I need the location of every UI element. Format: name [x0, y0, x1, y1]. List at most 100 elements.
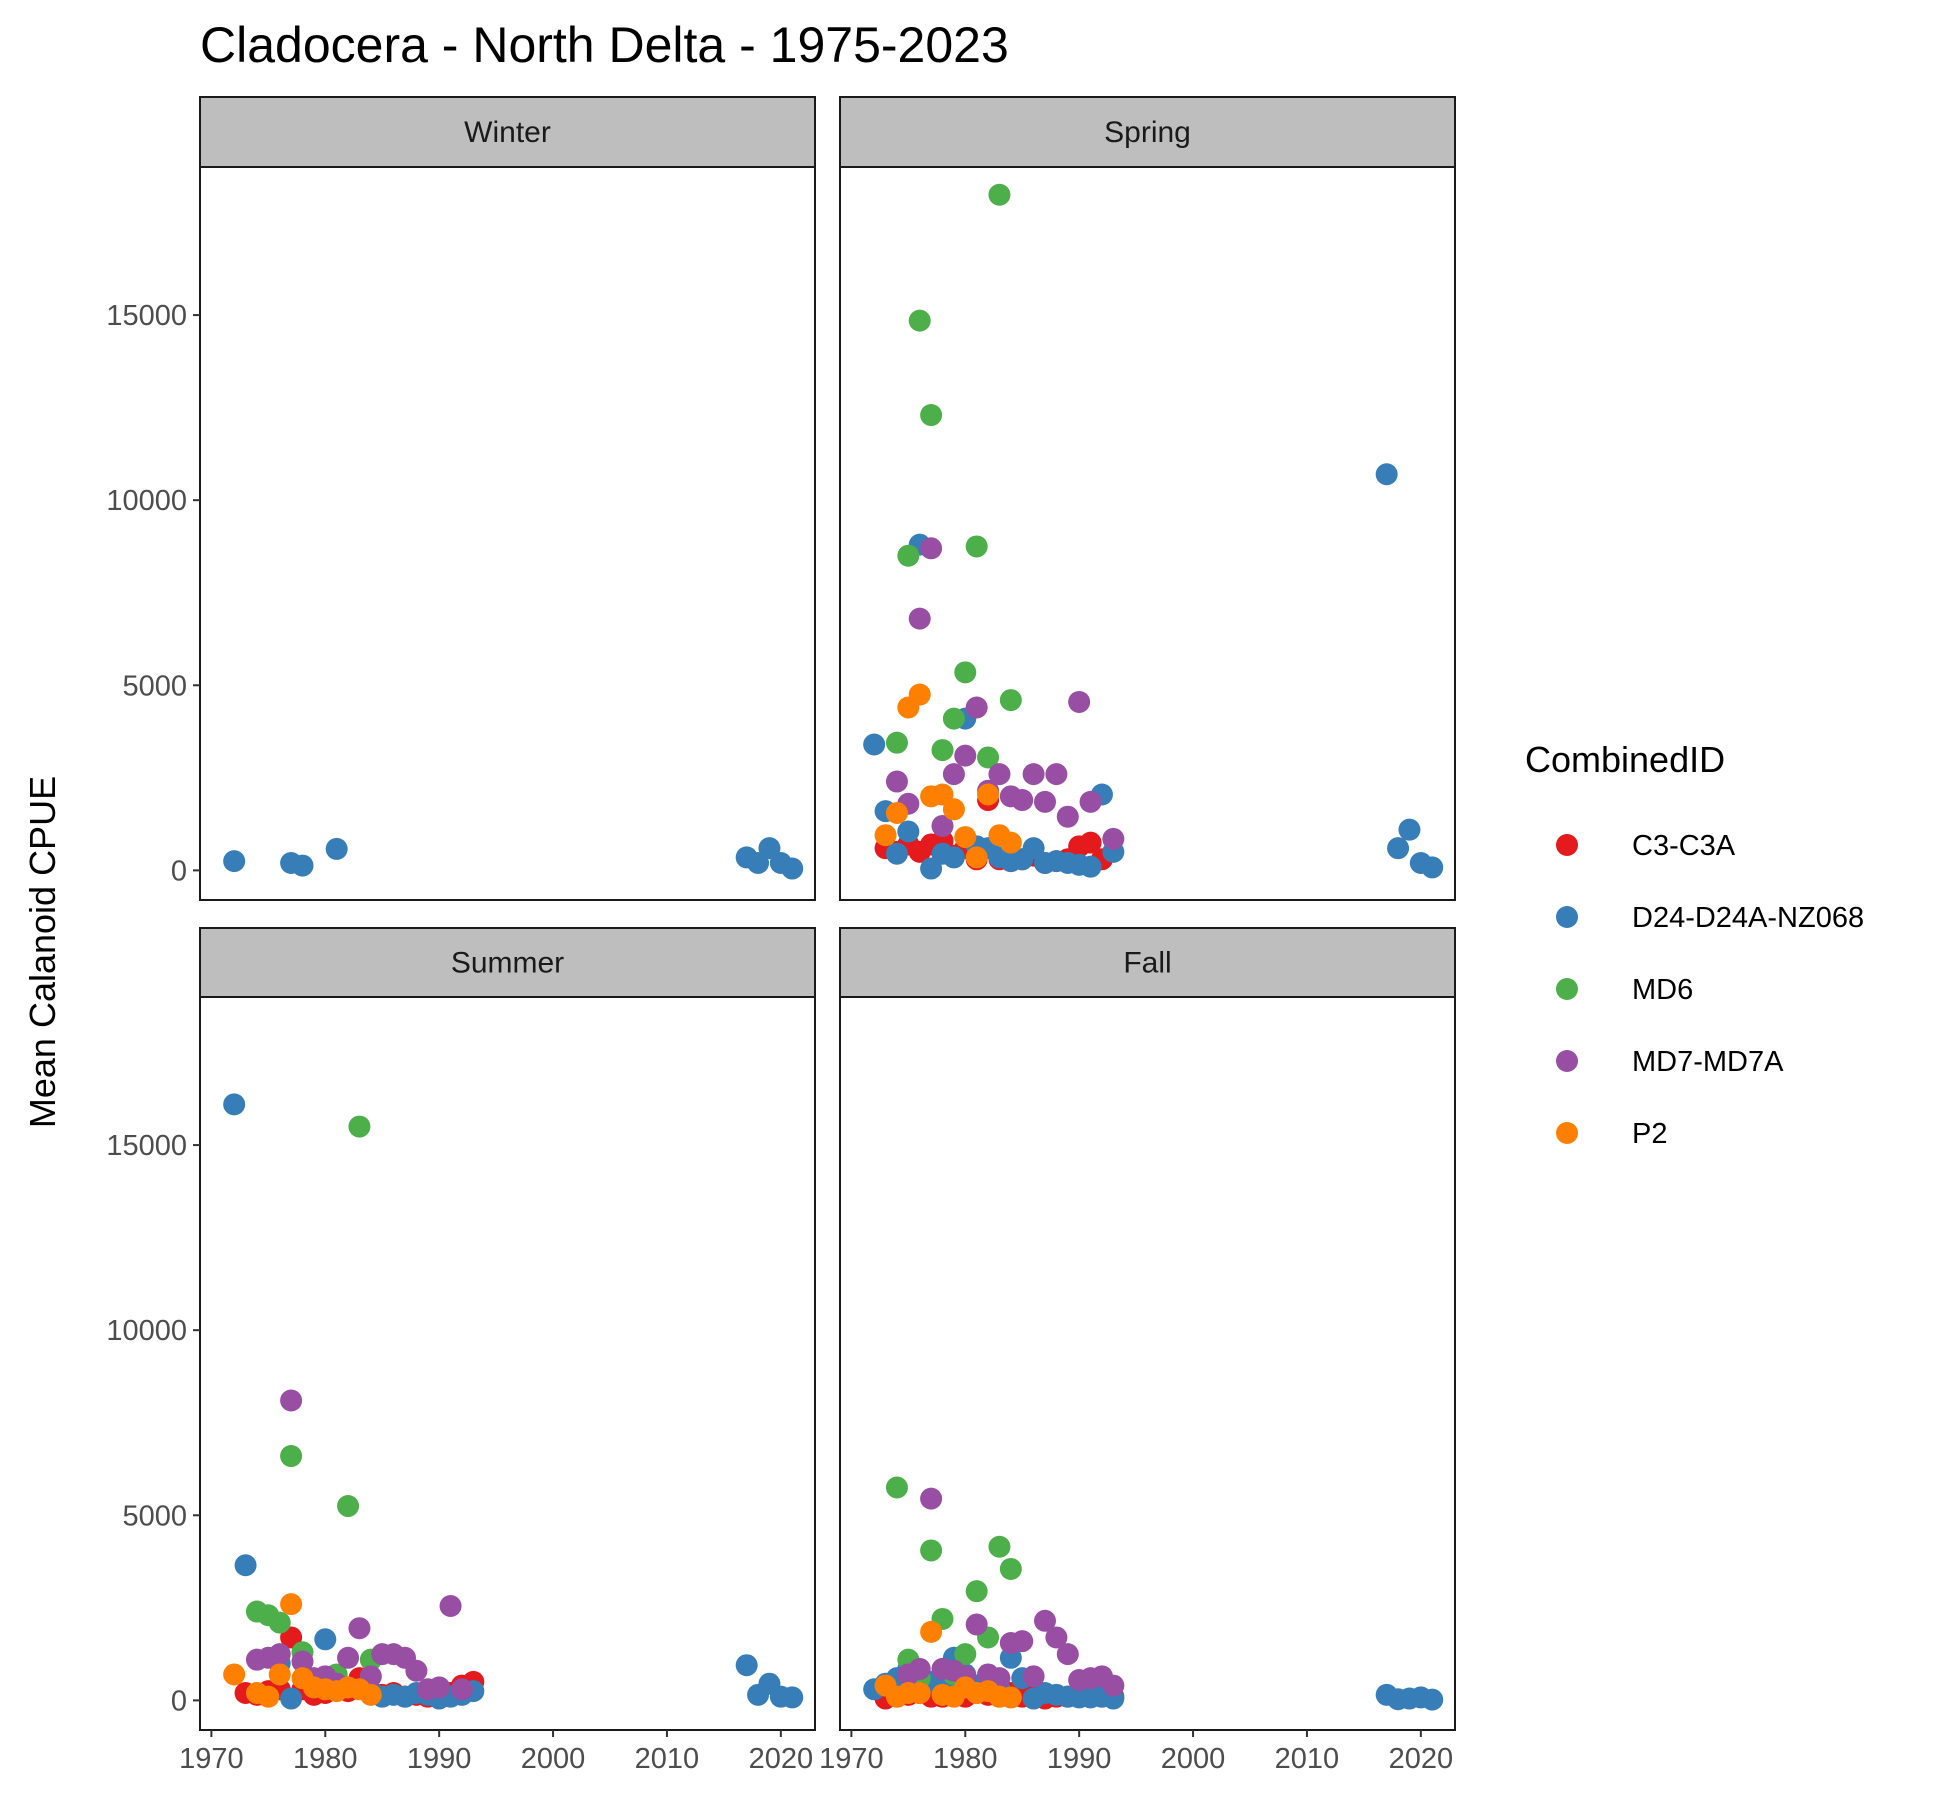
- data-point: [954, 1643, 977, 1666]
- data-point: [942, 846, 965, 869]
- data-point: [1102, 1674, 1125, 1697]
- data-point: [977, 746, 1000, 769]
- data-point: [280, 1389, 303, 1412]
- data-point: [223, 1093, 246, 1116]
- x-tick-label: 1990: [1047, 1743, 1112, 1775]
- series-d24-d24a-nz068-spring: [863, 463, 1444, 880]
- x-tick-label: 1970: [179, 1743, 244, 1775]
- data-point: [954, 744, 977, 767]
- data-point: [999, 689, 1022, 712]
- data-point: [781, 1686, 804, 1709]
- data-point: [1056, 805, 1079, 828]
- data-point: [885, 842, 908, 865]
- data-point: [1079, 790, 1102, 813]
- data-point: [908, 309, 931, 332]
- data-point: [1022, 837, 1045, 860]
- data-point: [439, 1594, 462, 1617]
- data-point: [920, 1487, 943, 1510]
- data-point: [988, 1535, 1011, 1558]
- data-point: [1011, 1630, 1034, 1653]
- y-tick-label: 15000: [106, 300, 187, 332]
- data-point: [428, 1676, 451, 1699]
- legend-key-p2: [1556, 1122, 1578, 1144]
- x-tick-label: 2010: [1275, 1743, 1340, 1775]
- data-point: [965, 846, 988, 869]
- data-point: [965, 1580, 988, 1603]
- data-point: [280, 1687, 303, 1710]
- data-point: [268, 1611, 291, 1634]
- series-p2-fall: [874, 1620, 1022, 1709]
- data-point: [999, 1686, 1022, 1709]
- data-point: [1102, 827, 1125, 850]
- data-point: [897, 820, 920, 843]
- series-md7-md7a-fall: [897, 1487, 1125, 1697]
- data-point: [223, 1663, 246, 1686]
- data-point: [291, 854, 314, 877]
- data-point: [1398, 818, 1421, 841]
- x-tick-label: 2010: [635, 1743, 700, 1775]
- data-point: [1421, 1688, 1444, 1711]
- y-tick-label: 15000: [106, 1130, 187, 1162]
- data-point: [965, 696, 988, 719]
- x-tick-label: 1990: [407, 1743, 472, 1775]
- data-point: [908, 1681, 931, 1704]
- x-tick-label: 1980: [933, 1743, 998, 1775]
- data-point: [965, 535, 988, 558]
- data-point: [1421, 856, 1444, 879]
- data-point: [977, 783, 1000, 806]
- data-point: [920, 857, 943, 880]
- data-point: [920, 1539, 943, 1562]
- data-point: [1022, 1665, 1045, 1688]
- panel-border-winter: [199, 166, 816, 901]
- y-tick-label: 5000: [122, 670, 187, 702]
- panel-border-fall: [839, 996, 1456, 1731]
- data-point: [885, 1476, 908, 1499]
- data-point: [988, 763, 1011, 786]
- data-point: [931, 783, 954, 806]
- data-point: [954, 826, 977, 849]
- data-point: [1079, 855, 1102, 878]
- data-point: [908, 1657, 931, 1680]
- data-point: [291, 1650, 314, 1673]
- data-point: [920, 1620, 943, 1643]
- data-point: [920, 537, 943, 560]
- data-point: [735, 1654, 758, 1677]
- series-p2-summer: [223, 1593, 382, 1708]
- data-point: [942, 763, 965, 786]
- facet-strip-label-winter: Winter: [464, 116, 551, 149]
- data-point: [268, 1643, 291, 1666]
- data-point: [942, 707, 965, 730]
- data-point: [257, 1685, 280, 1708]
- facet-strip-fall: [839, 927, 1456, 998]
- panel-border-summer: [199, 996, 816, 1731]
- data-point: [931, 739, 954, 762]
- y-tick-label: 5000: [122, 1500, 187, 1532]
- data-point: [920, 404, 943, 427]
- data-point: [450, 1678, 473, 1701]
- series-md7-md7a-summer: [245, 1389, 473, 1701]
- data-point: [359, 1683, 382, 1706]
- facet-strip-label-spring: Spring: [1104, 116, 1191, 149]
- facet-strip-label-summer: Summer: [451, 947, 564, 980]
- legend-label-md6: MD6: [1632, 974, 1693, 1006]
- facet-strip-winter: [199, 96, 816, 168]
- legend-label-c3-c3a: C3-C3A: [1632, 830, 1736, 862]
- x-tick-label: 2000: [1161, 1743, 1226, 1775]
- facet-panel-winter: Winter 0 5000 10000 15000: [106, 96, 816, 901]
- data-point: [988, 183, 1011, 206]
- legend-key-d24-d24a-nz068: [1556, 906, 1578, 928]
- data-point: [337, 1495, 360, 1518]
- data-point: [1011, 789, 1034, 812]
- data-point: [863, 733, 886, 756]
- panel-border-spring: [839, 166, 1456, 901]
- data-point: [325, 837, 348, 860]
- data-point: [1034, 1609, 1056, 1632]
- data-point: [931, 814, 954, 837]
- data-point: [747, 851, 770, 874]
- data-point: [908, 607, 931, 630]
- data-point: [942, 798, 965, 821]
- data-point: [314, 1628, 337, 1651]
- data-point: [897, 544, 920, 567]
- data-point: [999, 831, 1022, 854]
